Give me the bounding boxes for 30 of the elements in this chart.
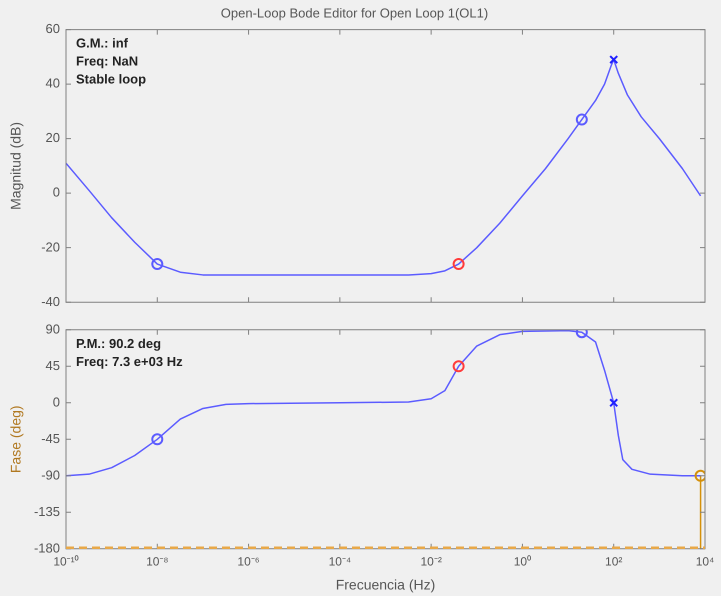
y-tick-label: 90 xyxy=(46,321,60,336)
x-tick-label: 10⁻¹⁰ xyxy=(53,554,79,568)
annotation: Freq: 7.3 e+03 Hz xyxy=(76,354,184,369)
y-axis-title: Magnitud (dB) xyxy=(7,122,24,210)
annotation: P.M.: 90.2 deg xyxy=(76,336,162,351)
y-tick-label: 45 xyxy=(46,358,60,373)
x-axis-title: Frecuencia (Hz) xyxy=(336,576,436,592)
y-tick-label: -45 xyxy=(41,430,60,446)
x-tick-label: 10⁻⁶ xyxy=(237,554,260,568)
y-tick-label: 60 xyxy=(46,21,60,36)
y-tick-label: 20 xyxy=(46,130,60,146)
x-tick-label: 10² xyxy=(605,554,622,568)
y-tick-label: -90 xyxy=(41,467,60,482)
y-tick-label: 0 xyxy=(52,184,60,200)
x-tick-label: 10⁻⁴ xyxy=(328,554,352,568)
y-tick-label: -20 xyxy=(41,239,60,254)
y-tick-label: -40 xyxy=(41,294,60,309)
annotation: Stable loop xyxy=(76,72,146,87)
y-tick-label: -135 xyxy=(34,504,60,519)
chart-title: Open-Loop Bode Editor for Open Loop 1(OL1) xyxy=(220,5,488,20)
x-tick-label: 10⁻⁸ xyxy=(146,554,168,568)
x-tick-label: 10⁴ xyxy=(696,554,714,568)
y-tick-label: -180 xyxy=(34,540,60,556)
annotation: G.M.: inf xyxy=(76,36,129,51)
x-tick-label: 10⁻² xyxy=(420,554,442,568)
y-axis-title: Fase (deg) xyxy=(7,405,24,474)
y-tick-label: 0 xyxy=(52,394,60,410)
annotation: Freq: NaN xyxy=(76,54,138,69)
y-tick-label: 40 xyxy=(46,76,60,91)
x-tick-label: 10⁰ xyxy=(514,554,532,568)
